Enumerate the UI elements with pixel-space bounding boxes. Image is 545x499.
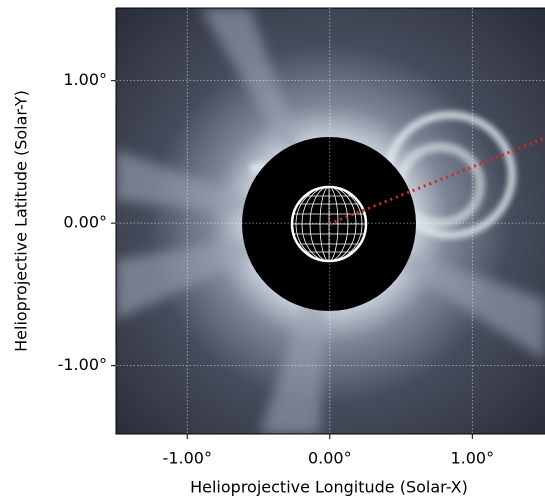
corona-image	[116, 8, 545, 434]
chart: Helioprojective Longitude (Solar-X) Heli…	[0, 0, 545, 499]
y-tick-label: -1.00°	[58, 355, 107, 374]
y-axis-label: Helioprojective Latitude (Solar-Y)	[12, 90, 31, 352]
y-tick-label: 0.00°	[63, 213, 107, 232]
y-tick-label: 1.00°	[63, 70, 107, 89]
x-tick-label: 1.00°	[450, 449, 494, 468]
x-tick-label: -1.00°	[163, 449, 212, 468]
x-tick-label: 0.00°	[308, 449, 352, 468]
x-axis-label: Helioprojective Longitude (Solar-X)	[190, 478, 468, 497]
